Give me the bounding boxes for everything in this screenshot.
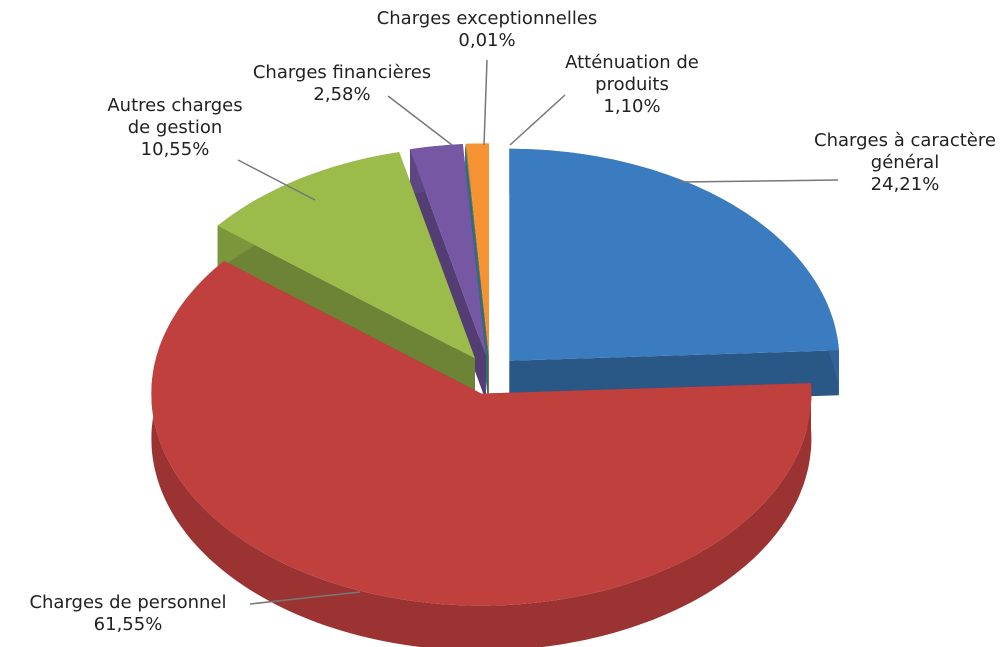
pie-slice — [217, 152, 475, 359]
category-label: Charges financières — [252, 62, 432, 83]
category-label: Charges de personnel — [29, 592, 227, 613]
value-label: 0,01% — [458, 30, 516, 51]
leader-line — [483, 59, 488, 146]
leader-line — [249, 591, 361, 605]
value-label: 10,55% — [140, 139, 210, 160]
value-label: 61,55% — [93, 614, 163, 635]
category-label: Charges exceptionnelles — [376, 8, 598, 29]
pie-slice — [466, 143, 489, 356]
category-label: Charges à caractère général — [814, 130, 996, 173]
value-label: 2,58% — [313, 84, 371, 105]
pie-slice — [465, 144, 489, 356]
slice-label: Charges exceptionnelles 0,01% — [352, 8, 622, 52]
slice-label: Charges à caractère général 24,21% — [810, 130, 1000, 196]
leader-line — [509, 94, 566, 146]
slice-label: Charges financières 2,58% — [232, 62, 452, 106]
slice-label: Autres charges de gestion 10,55% — [95, 95, 255, 161]
pie-slice — [410, 144, 486, 356]
leader-line — [387, 95, 453, 146]
pie-slice — [509, 148, 839, 361]
category-label: Autres charges de gestion — [107, 95, 243, 138]
leader-line — [237, 159, 316, 201]
slice-label: Charges de personnel 61,55% — [0, 592, 263, 636]
slice-label: Atténuation de produits 1,10% — [547, 52, 717, 118]
value-label: 1,10% — [603, 96, 661, 117]
category-label: Atténuation de produits — [565, 52, 699, 95]
leader-line — [679, 179, 839, 183]
pie-slice — [151, 261, 812, 606]
value-label: 24,21% — [870, 174, 940, 195]
